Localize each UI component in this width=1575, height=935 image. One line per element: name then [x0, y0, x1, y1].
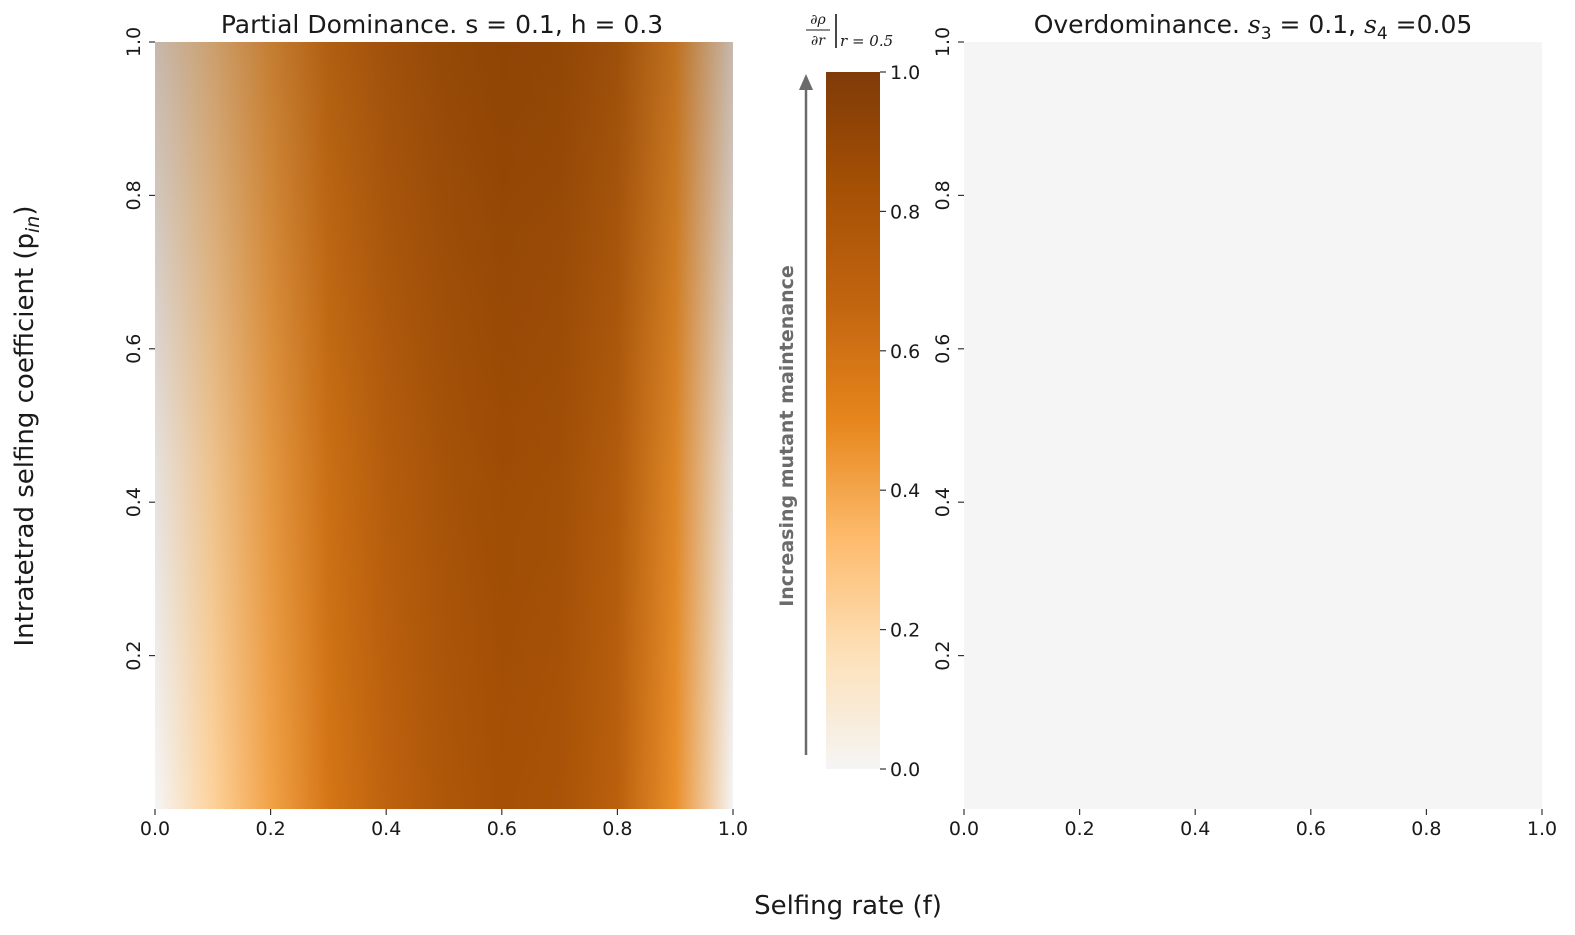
colorbar-tick-label: 0.8 — [890, 201, 920, 223]
colorbar-title-numerator: ∂ρ — [810, 12, 826, 28]
x-tick-label-left: 0.6 — [487, 818, 517, 840]
colorbar-tick-label: 1.0 — [890, 62, 920, 84]
x-tick-label-right: 0.6 — [1296, 818, 1326, 840]
panel-title-left: Partial Dominance. s = 0.1, h = 0.3 — [221, 10, 663, 39]
colorbar-ticks: 0.0 0.2 0.4 0.6 0.8 1.0 — [880, 62, 920, 781]
y-tick-label-left: 0.6 — [123, 334, 145, 364]
y-tick-label-right: 0.6 — [932, 334, 954, 364]
x-tick-label-right: 0.0 — [949, 818, 979, 840]
x-axis-right: 0.0 0.2 0.4 0.6 0.8 1.0 — [949, 809, 1557, 840]
colorbar-tick-label: 0.6 — [890, 341, 920, 363]
y-tick-label-left: 1.0 — [123, 27, 145, 57]
y-tick-label-left: 0.8 — [123, 180, 145, 210]
y-axis-right: 0.2 0.4 0.6 0.8 1.0 — [932, 27, 964, 671]
y-axis-title: Intratetrad selfing coefficient (pin) — [10, 205, 44, 646]
colorbar-title-denominator: ∂r — [811, 33, 826, 49]
x-tick-label-left: 0.4 — [371, 818, 401, 840]
colorbar: ∂ρ ∂r r = 0.5 0.0 0.2 0.4 0.6 0.8 1.0 Increas… — [776, 12, 920, 781]
y-tick-label-right: 0.8 — [932, 180, 954, 210]
x-axis-left: 0.0 0.2 0.4 0.6 0.8 1.0 — [140, 809, 748, 840]
y-tick-label-right: 0.2 — [932, 640, 954, 670]
x-tick-label-right: 0.2 — [1064, 818, 1094, 840]
colorbar-title: ∂ρ ∂r r = 0.5 — [806, 12, 893, 50]
y-axis-left: 0.2 0.4 0.6 0.8 1.0 — [123, 27, 155, 671]
colorbar-tick-label: 0.4 — [890, 480, 920, 502]
colorbar-title-subscript: r = 0.5 — [840, 32, 893, 50]
maintenance-arrow: Increasing mutant maintenance — [776, 74, 813, 755]
colorbar-tick-label: 0.0 — [890, 759, 920, 781]
y-tick-label-right: 0.4 — [932, 487, 954, 517]
x-axis-title: Selfing rate (f) — [754, 891, 942, 921]
x-tick-label-right: 0.4 — [1180, 818, 1210, 840]
x-tick-label-right: 0.8 — [1411, 818, 1441, 840]
x-tick-label-left: 0.8 — [602, 818, 632, 840]
x-tick-label-left: 0.0 — [140, 818, 170, 840]
x-tick-label-right: 1.0 — [1527, 818, 1557, 840]
arrow-up-icon — [799, 74, 813, 90]
y-tick-label-left: 0.2 — [123, 640, 145, 670]
heatmap-panel-overdominance: Overdominance. s3 = 0.1, s4 =0.05 0.0 0.2… — [932, 10, 1557, 840]
heatmap-cells-right — [964, 42, 1542, 809]
y-tick-label-right: 1.0 — [932, 27, 954, 57]
maintenance-arrow-label: Increasing mutant maintenance — [776, 265, 798, 607]
heatmap-shading-left — [155, 42, 733, 809]
x-tick-label-left: 1.0 — [718, 818, 748, 840]
panel-title-right: Overdominance. s3 = 0.1, s4 =0.05 — [1034, 10, 1473, 44]
colorbar-tick-label: 0.2 — [890, 620, 920, 642]
heatmap-panel-partial-dominance: Partial Dominance. s = 0.1, h = 0.3 0.0 0… — [123, 10, 748, 840]
x-tick-label-left: 0.2 — [255, 818, 285, 840]
colorbar-scale — [826, 72, 880, 769]
y-tick-label-left: 0.4 — [123, 487, 145, 517]
